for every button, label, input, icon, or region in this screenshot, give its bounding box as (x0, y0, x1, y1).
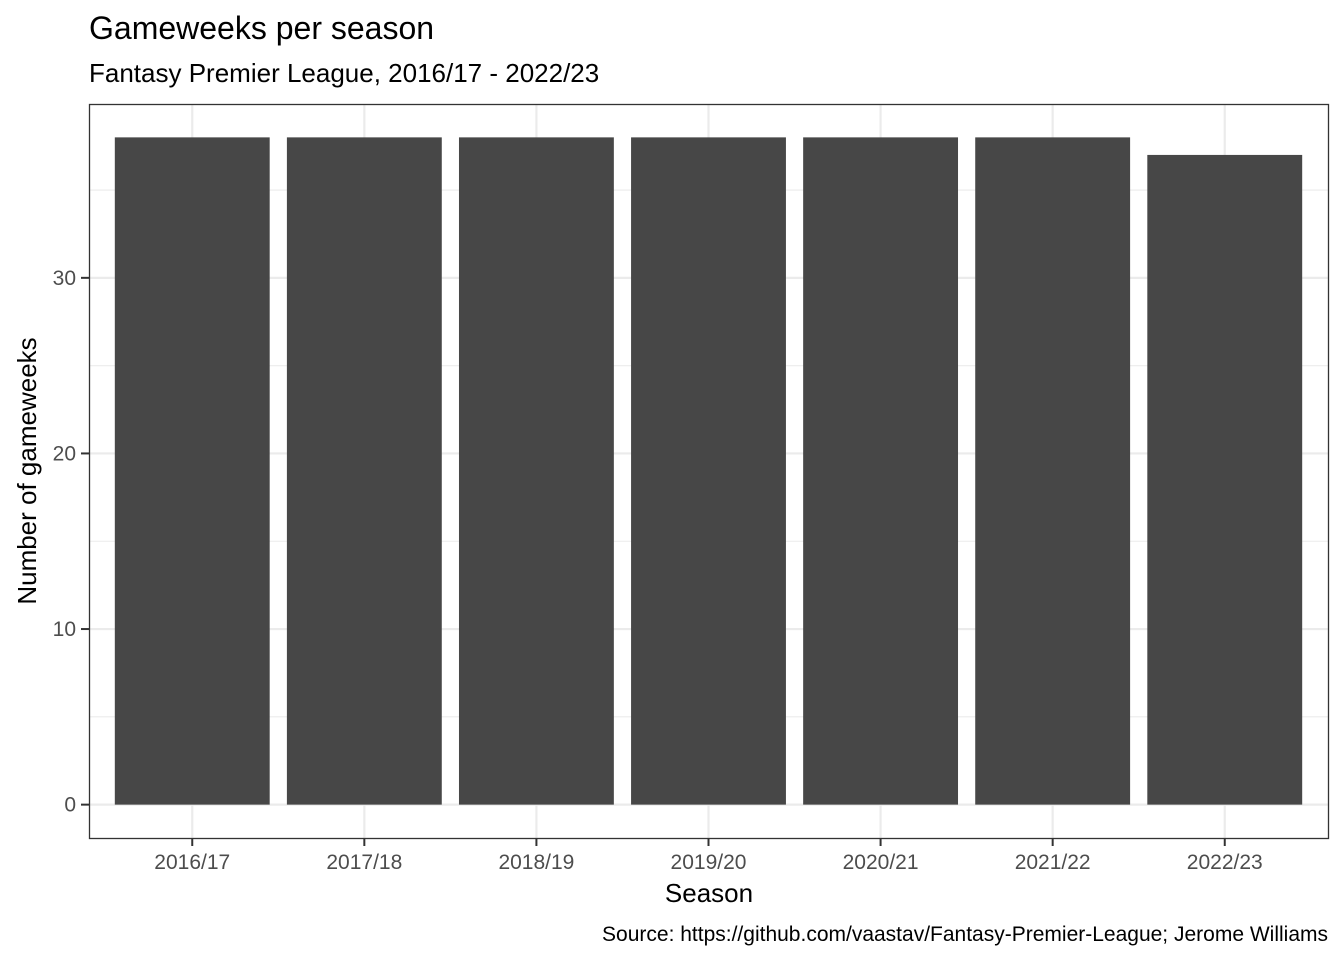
x-axis: 2016/17 2017/18 2018/19 2019/20 2020/21 2021/… (154, 838, 1263, 874)
bar-2022-23 (1147, 154, 1303, 805)
x-tick-label: 2017/18 (326, 851, 402, 874)
bar-2021-22 (975, 137, 1131, 805)
bars (114, 137, 1303, 805)
x-tick-label: 2019/20 (671, 851, 747, 874)
y-axis: 0 10 20 30 (53, 267, 89, 817)
bar-2019-20 (631, 137, 786, 805)
chart-caption: Source: https://github.com/vaastav/Fanta… (602, 923, 1328, 946)
x-tick-label: 2020/21 (843, 851, 919, 874)
x-tick-label: 2016/17 (154, 851, 230, 874)
chart-subtitle: Fantasy Premier League, 2016/17 - 2022/2… (89, 58, 599, 88)
x-tick-label: 2021/22 (1015, 851, 1091, 874)
bar-2018-19 (458, 137, 614, 805)
y-tick-label: 10 (53, 618, 76, 641)
y-tick-label: 30 (53, 267, 76, 290)
bar-2016-17 (114, 137, 270, 805)
bar-2020-21 (803, 137, 959, 805)
x-axis-title: Season (665, 878, 753, 908)
y-axis-title: Number of gameweeks (12, 337, 42, 604)
y-tick-label: 0 (64, 794, 76, 817)
x-tick-label: 2018/19 (498, 851, 574, 874)
bar-2017-18 (286, 137, 442, 805)
x-tick-label: 2022/23 (1187, 851, 1263, 874)
y-tick-label: 20 (53, 442, 76, 465)
chart-title: Gameweeks per season (89, 10, 434, 46)
